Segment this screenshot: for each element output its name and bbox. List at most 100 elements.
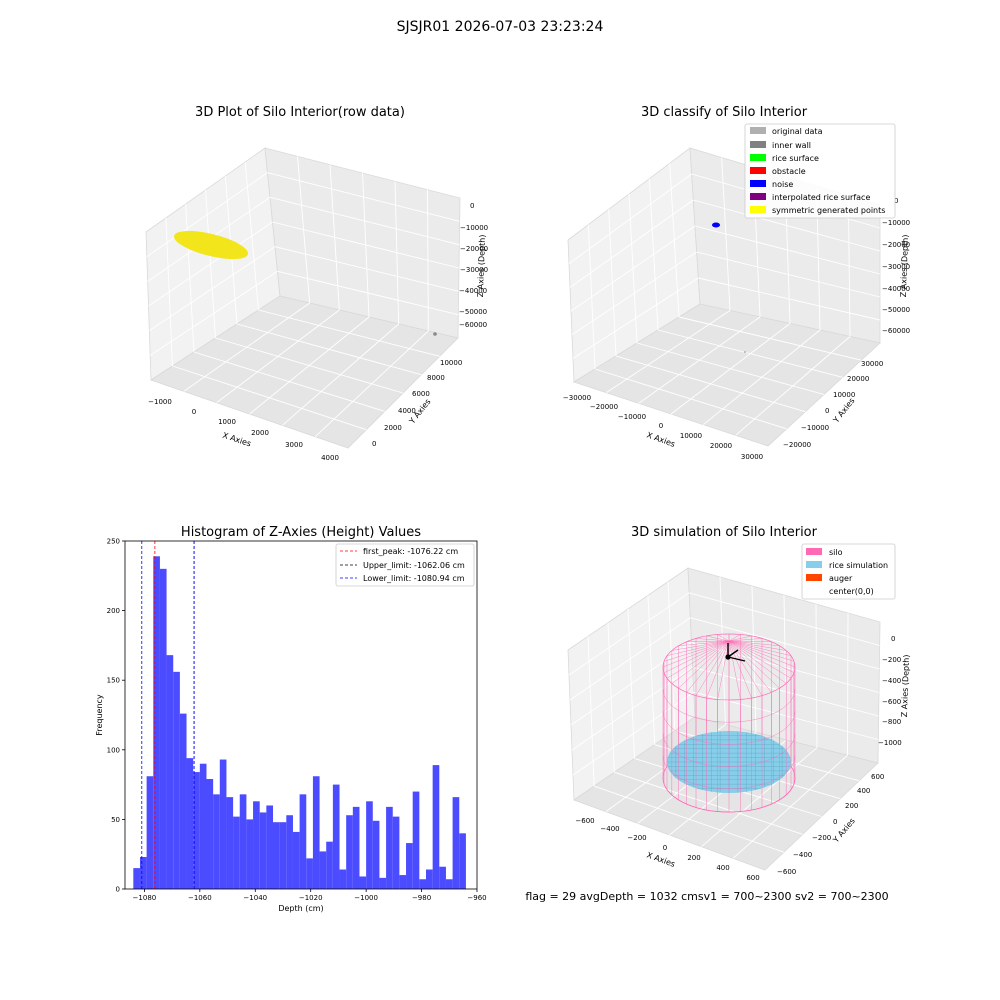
histogram-bar (432, 765, 440, 889)
simulation-z-tick: −800 (882, 718, 901, 726)
histogram-bar (246, 819, 254, 889)
raw-z-tick: 0 (470, 202, 474, 210)
silo-roof-spoke (728, 640, 763, 696)
classify-x-tick: 0 (659, 422, 663, 430)
simulation-legend-box (801, 543, 896, 600)
histogram-bar (419, 879, 427, 889)
classify-y-tick: −20000 (783, 441, 811, 449)
histogram-y-tick-label: 50 (111, 816, 120, 824)
histogram-bar (199, 763, 207, 889)
silo-roof-spoke (728, 640, 795, 662)
silo-roof-spoke (728, 634, 741, 642)
histogram-legend: first_peak: -1076.22 cm Upper_limit: -10… (335, 543, 475, 587)
legend-swatch-rice-simulation (806, 561, 822, 568)
histogram-bar (159, 568, 167, 889)
histogram-bar (233, 816, 240, 889)
raw-y-tick: 2000 (384, 424, 402, 432)
histogram-bar (259, 812, 267, 889)
histogram-y-tick-label: 150 (107, 677, 120, 685)
legend-swatch-symmetric (750, 206, 766, 213)
classify-x-tick: 20000 (710, 442, 732, 450)
legend-label-original-data: original data (772, 127, 823, 136)
histogram-bar (179, 713, 187, 889)
histogram-x-tick-label: −1000 (354, 894, 378, 902)
histogram-bar (186, 758, 194, 889)
raw-rice-points (174, 230, 248, 260)
legend-label-rice-surface: rice surface (772, 154, 819, 163)
histogram-bar (253, 801, 260, 889)
legend-label-first-peak: first_peak: -1076.22 cm (363, 547, 458, 556)
silo-roof-spoke (663, 640, 730, 662)
panel-histogram: Histogram of Z-Axies (Height) Values −10… (95, 525, 487, 913)
histogram-bar (279, 822, 287, 889)
auger-axis-x (727, 656, 746, 662)
simulation-y-tick: 400 (857, 787, 870, 795)
histogram-title: Histogram of Z-Axies (Height) Values (181, 525, 421, 540)
legend-label-inner-wall: inner wall (772, 141, 811, 150)
classify-z-tick: −60000 (882, 327, 910, 335)
raw-3d-z-ticks: 0 −10000 −20000 −30000 −40000 −50000 −60… (459, 202, 488, 329)
simulation-x-tick: 200 (687, 854, 700, 862)
raw-x-label: X Axies (221, 431, 252, 449)
histogram-bar (346, 815, 353, 889)
silo-roof-spoke (671, 640, 730, 651)
histogram-bar (286, 815, 293, 889)
silo-roof-spoke (695, 640, 730, 696)
classify-z-tick: −40000 (882, 285, 910, 293)
simulation-x-tick: 600 (746, 874, 759, 882)
silo-roof-spoke (695, 638, 730, 642)
histogram-bar (366, 801, 373, 889)
histogram-bar (312, 776, 320, 889)
legend-swatch-silo (806, 548, 822, 555)
histogram-bar (166, 655, 174, 889)
histogram-bars (133, 556, 466, 889)
simulation-y-tick: 200 (845, 802, 858, 810)
legend-label-center: center(0,0) (829, 587, 874, 596)
histogram-bar (352, 806, 360, 889)
pane-gridline (149, 270, 278, 356)
panel-simulation-3d: 3D simulation of Silo Interior −600 −400… (567, 525, 911, 882)
histogram-bar (319, 851, 327, 889)
histogram-x-tick-label: −1060 (188, 894, 212, 902)
simulation-y-tick: 600 (871, 773, 884, 781)
histogram-bar (359, 876, 367, 889)
figure-suptitle: SJSJR01 2026-07-03 23:23:24 (397, 19, 604, 35)
raw-x-tick: 2000 (251, 429, 269, 437)
histogram-bar (239, 794, 247, 889)
raw-y-tick: 10000 (440, 359, 462, 367)
simulation-z-tick: 0 (891, 635, 895, 643)
histogram-x-tick-label: −1040 (243, 894, 267, 902)
simulation-x-ticks: −600 −400 −200 0 200 400 600 (575, 817, 759, 882)
simulation-x-tick: −200 (627, 834, 646, 842)
histogram-bar (266, 805, 274, 889)
auger-axes (725, 643, 746, 662)
silo-roof-spoke (728, 640, 787, 651)
legend-label-rice-simulation: rice simulation (829, 561, 888, 570)
simulation-z-tick: −400 (882, 677, 901, 685)
simulation-z-label: Z Axies (Depth) (900, 654, 911, 717)
classify-x-label: X Axies (645, 430, 676, 449)
simulation-z-tick: −600 (882, 698, 901, 706)
silo-roof-spoke (666, 640, 730, 679)
raw-3d-gridlines (146, 156, 460, 437)
center-marker (725, 654, 731, 660)
raw-y-tick: 6000 (412, 390, 430, 398)
histogram-frame (124, 540, 478, 890)
simulation-z-tick: −1000 (878, 739, 902, 747)
silo-roof-spoke (686, 640, 730, 642)
classify-x-ticks: −30000 −20000 −10000 0 10000 20000 30000 (563, 394, 763, 461)
simulation-3d-title: 3D simulation of Silo Interior (631, 525, 818, 540)
histogram-bar (219, 759, 227, 889)
histogram-y-tick-label: 250 (107, 538, 120, 546)
raw-x-tick: 0 (192, 408, 196, 416)
legend-label-upper-limit: Upper_limit: -1062.06 cm (363, 561, 465, 570)
raw-3d-title: 3D Plot of Silo Interior(row data) (195, 105, 405, 120)
silo-roof-spoke (728, 640, 795, 673)
legend-swatch-auger (806, 574, 822, 581)
histogram-bar (146, 776, 154, 889)
pane-gridline (847, 612, 849, 756)
silo-roof-spoke (678, 640, 730, 646)
footer-status-text: flag = 29 avgDepth = 1032 cmsv1 = 700~23… (525, 890, 888, 903)
classify-z-label: Z Axies (Depth) (899, 234, 910, 297)
raw-z-tick: −30000 (460, 266, 488, 274)
